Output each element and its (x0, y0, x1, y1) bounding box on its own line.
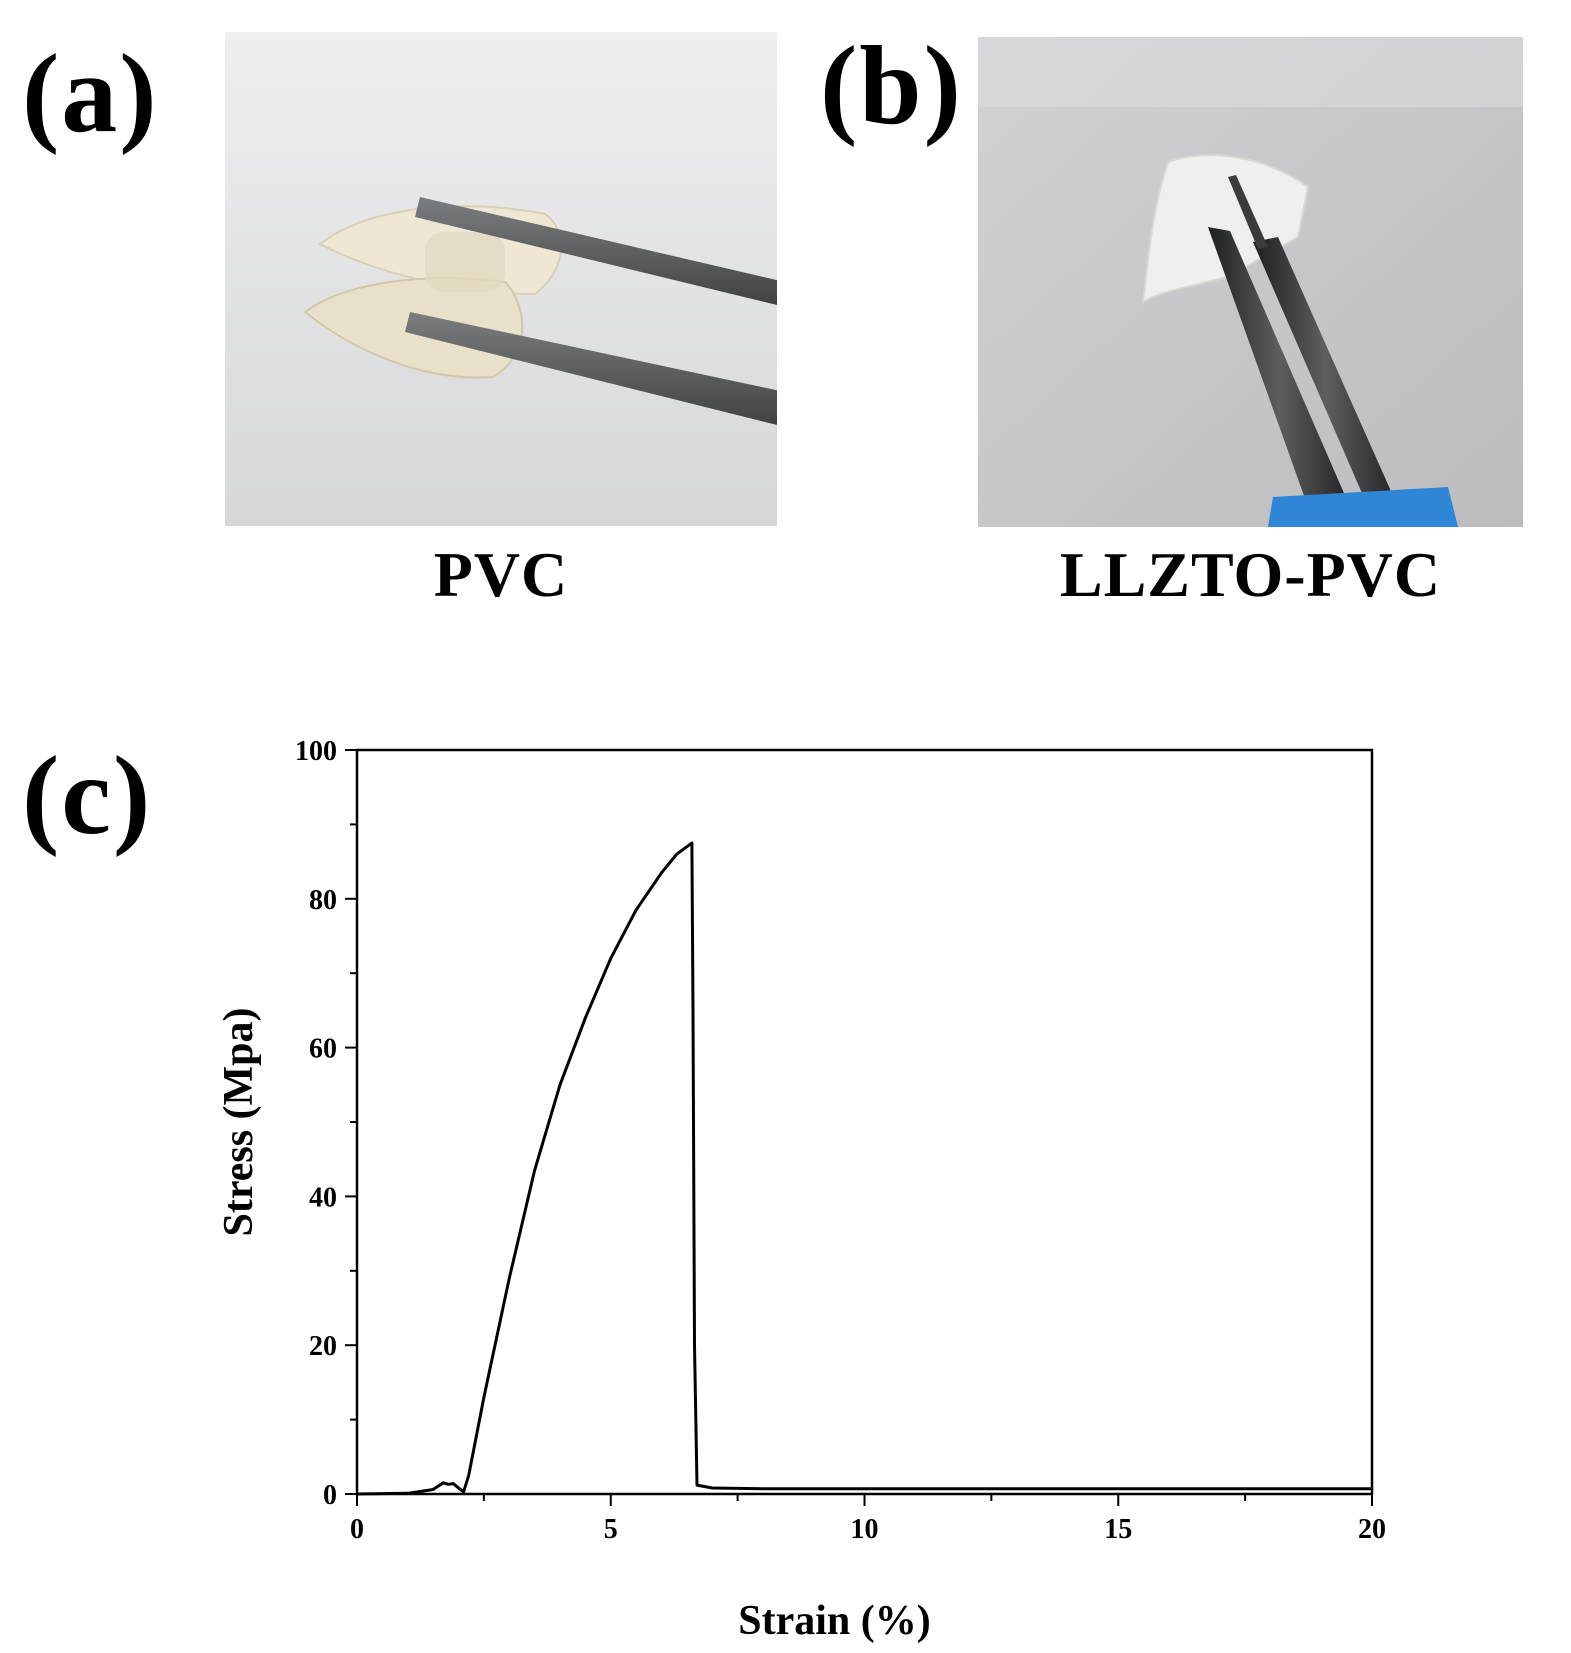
series-line-0 (356, 841, 1372, 1496)
y-axis-label: Stress (Mpa) (216, 1007, 262, 1236)
x-tick-label: 10 (851, 1514, 879, 1545)
pvc-membrane-photo (225, 32, 777, 526)
llzto-pvc-membrane-photo (978, 37, 1523, 527)
y-tick-label: 60 (309, 1034, 337, 1065)
x-axis-label: Strain (%) (738, 1598, 931, 1644)
y-tick-label: 40 (309, 1182, 337, 1213)
y-tick-label: 0 (323, 1480, 337, 1511)
x-tick-label: 0 (350, 1514, 364, 1545)
y-tick-label: 20 (309, 1331, 337, 1362)
x-tick-label: 5 (604, 1514, 618, 1545)
y-tick-label: 100 (295, 736, 337, 767)
pvc-caption: PVC (433, 539, 569, 610)
plot-frame (355, 748, 1374, 1496)
llzto-pvc-caption: LLZTO-PVC (1059, 539, 1442, 610)
y-tick-label: 80 (309, 885, 337, 916)
x-tick-label: 15 (1104, 1514, 1132, 1545)
panel-c-label: (c) (22, 734, 153, 858)
x-tick-label: 20 (1358, 1514, 1386, 1545)
panel-b-label: (b) (820, 24, 963, 148)
panel-a-label: (a) (22, 32, 159, 156)
